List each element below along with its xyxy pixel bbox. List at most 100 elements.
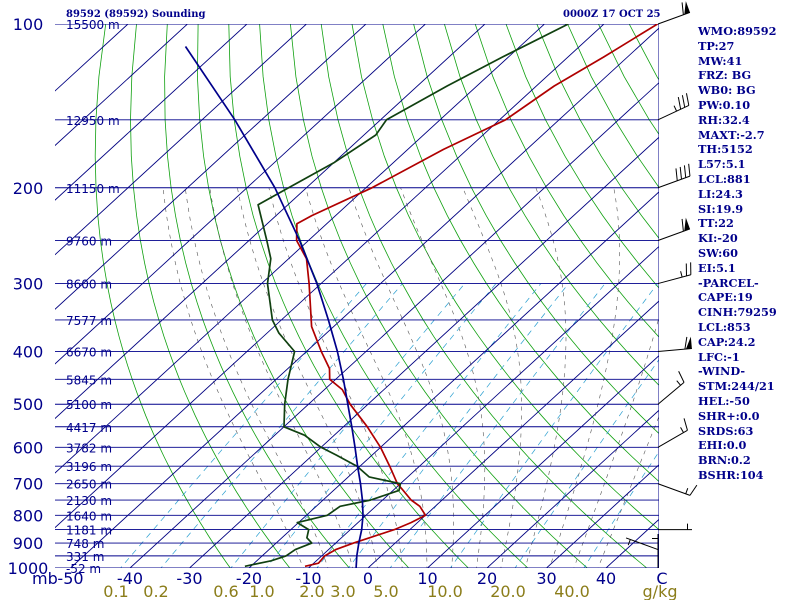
moist-adiabat [524,187,567,568]
index-item: CAP:24.2 [698,334,756,349]
isotherm-line [55,24,427,365]
wind-barb-half-flag [673,105,678,112]
wind-barb [658,523,692,531]
wind-barb-flag [683,165,687,178]
height-label: 1181 m [66,524,112,538]
height-label: 5845 m [66,373,112,387]
wind-barb-half-flag [627,539,631,546]
wind-barb-staff [657,274,691,285]
index-item: TT:22 [698,216,734,231]
isotherm-line [188,136,659,568]
wind-barb [657,217,691,241]
wind-barb-flag [681,95,686,108]
wind-barb-staff [657,429,688,448]
mixing-ratio-line [230,283,465,568]
x-tick-label: -30 [176,569,202,588]
x-tick-label: -10 [295,569,321,588]
y-tick-label: 100 [13,15,44,34]
mixing-ratio-label: 1.0 [249,582,274,600]
index-item: BSHR:104 [698,467,764,482]
index-item: PW:0.10 [698,97,751,112]
dry-adiabat [164,24,350,568]
chart-grid [55,24,800,580]
isotherm-line [55,24,308,256]
index-item: BRN:0.2 [698,453,751,468]
height-label: -52 m [66,562,101,576]
height-label: 9760 m [66,234,112,248]
index-item: EI:5.1 [698,260,736,275]
index-item: SRDS:63 [698,423,754,438]
y-tick-label: 1000 [8,559,49,578]
index-item: L57:5.1 [698,157,746,172]
mixing-ratio-line [348,283,569,568]
mixing-ratio-label: 20.0 [490,582,526,600]
x-tick-label: -20 [236,569,262,588]
wind-barbs [625,1,698,568]
mixing-ratio-line [449,283,658,568]
dry-adiabat [783,24,800,580]
index-item: TP:27 [698,38,735,53]
y-tick-label: 800 [13,506,44,525]
wind-barb-flag [677,96,682,110]
moist-adiabat [184,187,329,568]
x-tick-label: -40 [117,569,143,588]
height-label: 7577 m [66,314,112,328]
mixing-ratio-line [316,283,542,568]
wind-barb-flag [685,93,690,106]
mixing-ratio-label: 3.0 [330,582,355,600]
index-item: CINH:79259 [698,305,777,320]
index-item: STM:244/21 [698,379,775,394]
mixing-ratio-label: 10.0 [427,582,463,600]
wind-barb [657,163,691,189]
mixing-ratio-label: 0.2 [143,582,168,600]
height-label: 331 m [66,550,104,564]
wind-barb-staff [657,104,690,121]
isotherm-line [69,27,659,568]
mixing-ratio-line [389,283,606,568]
chart-title: 89592 (89592) Sounding [66,9,206,20]
wind-barb [657,1,691,25]
chart-datetime: 0000Z 17 OCT 25 [563,9,661,20]
mixing-ratio-line [583,451,659,568]
index-item: CAPE:19 [698,290,753,305]
moist-adiabat [400,187,486,568]
y-tick-label: 400 [13,343,44,362]
wind-barb-flag [681,218,684,232]
wind-barb [657,418,688,448]
mixing-ratio-label: 2.0 [299,582,324,600]
index-item: SI:19.9 [698,201,744,216]
isotherm-line [55,24,367,310]
x-tick-label: 20 [477,569,497,588]
isotherm-line [486,409,659,568]
y-tick-label: 500 [13,395,44,414]
profile-lines [184,24,658,568]
index-item: -WIND- [698,364,746,379]
wind-barb-pennant [685,336,692,350]
x-axis-label: C [656,569,667,588]
isotherm-line [55,24,605,529]
moist-adiabat [549,187,620,568]
wind-barb-staff [657,382,685,405]
isotherm-line [545,464,659,568]
index-item: SW:60 [698,245,738,260]
mixing-ratio-line [514,359,659,568]
height-label: 2650 m [66,478,112,492]
index-item: WMO:89592 [698,24,777,38]
dry-adiabat [228,24,469,568]
mixing-ratio-label: 0.1 [103,582,128,600]
isotherm-line [55,24,486,420]
isotherm-line [55,24,546,474]
height-label: 12950 m [66,114,120,128]
dry-adiabat [94,24,231,568]
dry-adiabat [290,24,588,568]
wind-barb-pennant [684,1,690,15]
mixing-ratio-line [265,283,497,568]
height-label: 2130 m [66,494,112,508]
y-tick-label: 300 [13,275,44,294]
wind-barb [625,537,659,551]
isotherm-line [426,355,659,568]
plot-area [55,24,659,568]
index-item: LCL:853 [698,319,751,334]
